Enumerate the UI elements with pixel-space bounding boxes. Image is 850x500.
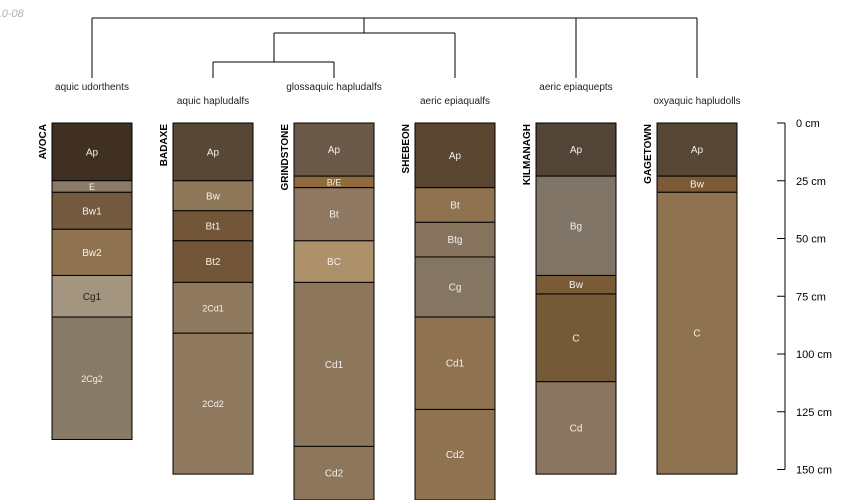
horizon-label: Bt bbox=[450, 201, 460, 212]
profile-name: AVOCA bbox=[38, 124, 49, 159]
horizon-ap bbox=[414, 122, 496, 189]
horizon-bt1 bbox=[172, 210, 254, 242]
horizon-label: Cd2 bbox=[446, 450, 465, 461]
profile-gagetown: GAGETOWN Ap Bw C bbox=[643, 122, 738, 475]
horizon-bt2 bbox=[172, 240, 254, 283]
horizon-label: Ap bbox=[328, 145, 341, 156]
profile-name: SHEBEON bbox=[401, 124, 412, 173]
horizon-bt bbox=[293, 187, 375, 242]
taxon-label-oxyaquic-hapludolls: oxyaquic hapludolls bbox=[653, 96, 740, 107]
horizon-label: Bt2 bbox=[205, 257, 220, 268]
soil-profiles: AVOCA Ap E Bw1 Bw2 Cg1 2Cg2 BADAXE Ap Bw Bt1 Bt2 2Cd… bbox=[38, 122, 738, 500]
profile-name: GAGETOWN bbox=[643, 124, 654, 184]
horizon-label: Cd bbox=[570, 423, 583, 434]
taxon-label-aquic-udorthents: aquic udorthents bbox=[55, 82, 129, 93]
horizon-label: Ap bbox=[86, 147, 99, 158]
horizon-label: Cg bbox=[449, 283, 462, 294]
depth-tick-label: 125 cm bbox=[796, 407, 832, 419]
horizon-cg1 bbox=[51, 274, 133, 318]
horizon-label: BC bbox=[327, 257, 341, 268]
horizon-label: C bbox=[693, 329, 700, 340]
horizon-label: Bg bbox=[570, 221, 582, 232]
horizon-label: Bw1 bbox=[82, 206, 102, 217]
horizon-label: 2Cd1 bbox=[202, 303, 224, 313]
horizon-label: Bw bbox=[569, 280, 584, 291]
profile-avoca: AVOCA Ap E Bw1 Bw2 Cg1 2Cg2 bbox=[38, 122, 133, 440]
horizon-label: E bbox=[89, 182, 95, 192]
horizon-c bbox=[656, 191, 738, 475]
horizon-label: Ap bbox=[449, 151, 462, 162]
profile-kilmanagh: KILMANAGH Ap Bg Bw C Cd bbox=[522, 122, 617, 475]
horizon-label: Bw2 bbox=[82, 248, 102, 259]
taxon-label-aeric-epiaquepts: aeric epiaquepts bbox=[539, 82, 612, 93]
horizon-cd2 bbox=[293, 445, 375, 500]
depth-tick-label: 50 cm bbox=[796, 234, 826, 246]
profile-badaxe: BADAXE Ap Bw Bt1 Bt2 2Cd1 2Cd2 bbox=[159, 122, 254, 475]
depth-tick-label: 75 cm bbox=[796, 291, 826, 303]
horizon-cd1 bbox=[414, 316, 496, 410]
horizon-label: Cd1 bbox=[446, 359, 465, 370]
horizon-label: C bbox=[572, 333, 579, 344]
horizon-label: Cd1 bbox=[325, 360, 344, 371]
corner-date-label: -10-08 bbox=[0, 8, 24, 20]
taxon-label-aeric-epiaqualfs: aeric epiaqualfs bbox=[420, 96, 490, 107]
horizon-ap bbox=[172, 122, 254, 182]
horizon-cd bbox=[535, 381, 617, 475]
horizon-label: Btg bbox=[447, 235, 462, 246]
dendrogram bbox=[91, 17, 698, 78]
horizon-ap bbox=[51, 122, 133, 182]
profile-name: KILMANAGH bbox=[522, 124, 533, 185]
profile-grindstone: GRINDSTONE Ap B/E Bt BC Cd1 Cd2 bbox=[280, 122, 375, 500]
profile-name: GRINDSTONE bbox=[280, 124, 291, 191]
depth-tick-label: 100 cm bbox=[796, 349, 832, 361]
horizon-c bbox=[535, 293, 617, 383]
horizon-label: Bw bbox=[690, 180, 705, 191]
horizon-label: Ap bbox=[570, 145, 583, 156]
profile-shebeon: SHEBEON Ap Bt Btg Cg Cd1 Cd2 bbox=[401, 122, 496, 500]
horizon-label: Cg1 bbox=[83, 292, 102, 303]
horizon-2cd1 bbox=[172, 281, 254, 334]
taxon-label-aquic-hapludalfs: aquic hapludalfs bbox=[177, 96, 249, 107]
horizon-ap bbox=[656, 122, 738, 177]
depth-tick-label: 150 cm bbox=[796, 465, 832, 477]
horizon-cd1 bbox=[293, 281, 375, 447]
horizon-bw2 bbox=[51, 228, 133, 276]
depth-tick-label: 25 cm bbox=[796, 176, 826, 188]
horizon-label: B/E bbox=[327, 177, 342, 187]
profile-name: BADAXE bbox=[159, 124, 170, 167]
horizon-label: Bt bbox=[329, 210, 339, 221]
horizon-label: Ap bbox=[691, 145, 704, 156]
horizon-cg bbox=[414, 256, 496, 318]
horizon-label: 2Cg2 bbox=[81, 374, 103, 384]
horizon-ap bbox=[293, 122, 375, 177]
taxonomy-labels: aquic udorthents aquic hapludalfs glossaqu… bbox=[55, 82, 741, 107]
horizon-2cd2 bbox=[172, 332, 254, 475]
horizon-bc bbox=[293, 240, 375, 283]
horizon-label: Bw bbox=[206, 191, 221, 202]
horizon-bt bbox=[414, 187, 496, 223]
horizon-2cg2 bbox=[51, 316, 133, 440]
depth-tick-label: 0 cm bbox=[796, 118, 820, 130]
horizon-label: Cd2 bbox=[325, 469, 344, 480]
depth-axis: 0 cm 25 cm 50 cm 75 cm 100 cm 125 cm 150 cm bbox=[777, 118, 832, 477]
horizon-cd2 bbox=[414, 408, 496, 500]
horizon-btg bbox=[414, 221, 496, 258]
horizon-label: Ap bbox=[207, 147, 220, 158]
horizon-label: Bt1 bbox=[205, 221, 220, 232]
horizon-label: 2Cd2 bbox=[202, 399, 224, 409]
taxon-label-glossaquic-hapludalfs: glossaquic hapludalfs bbox=[286, 82, 382, 93]
